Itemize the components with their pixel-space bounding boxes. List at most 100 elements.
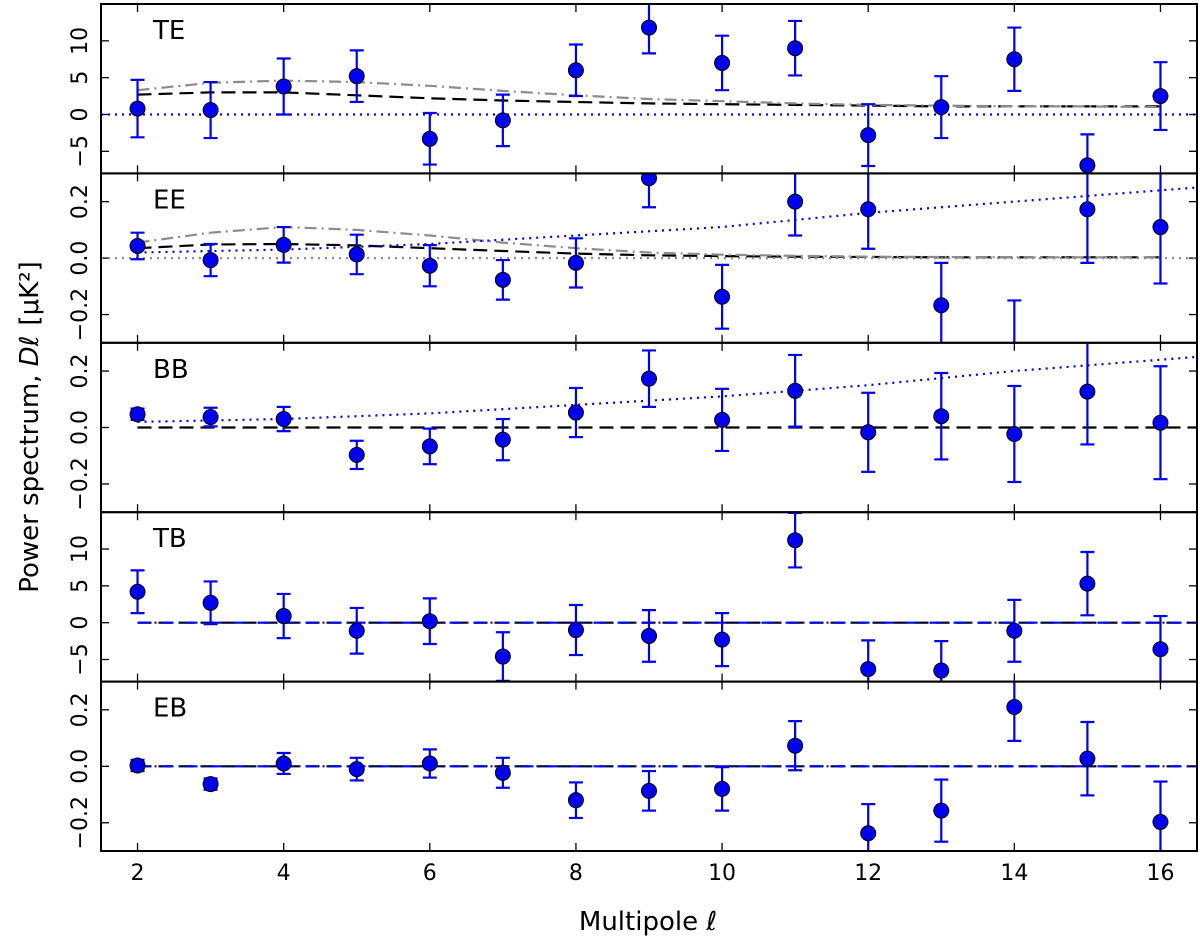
data-points (129, 512, 1169, 682)
panel-frame (100, 680, 1198, 852)
line-alt-model (137, 225, 1161, 259)
data-points (129, 173, 1169, 343)
data-point (202, 594, 219, 611)
data-point (1152, 414, 1169, 431)
data-point (202, 409, 219, 426)
data-point (933, 802, 950, 819)
data-point (1079, 383, 1096, 400)
panel-label: EE (153, 185, 186, 215)
data-point (1079, 201, 1096, 218)
panel-label: TB (152, 524, 187, 554)
data-point (787, 382, 804, 399)
data-point (494, 648, 511, 665)
y-tick-label: 0.0 (68, 241, 93, 276)
data-point (714, 54, 731, 71)
data-point (275, 608, 292, 625)
x-tick-label: 8 (569, 861, 583, 886)
data-point (202, 776, 219, 793)
data-point (641, 173, 657, 187)
y-axis-title-group: Power spectrum, Dℓ [μK²] (15, 261, 45, 593)
data-point (494, 271, 511, 288)
y-tick-label: 0 (68, 107, 93, 121)
data-point (1079, 750, 1096, 767)
x-tick-label: 4 (277, 861, 291, 886)
y-tick-label: 5 (68, 579, 93, 593)
data-point (641, 782, 657, 799)
data-points (129, 681, 1169, 851)
y-axis-title-units: [μK²] (15, 261, 45, 325)
panel-te: −5 0 5 10 TE (68, 3, 1198, 175)
x-tick-label: 6 (423, 861, 437, 886)
data-point (860, 127, 877, 144)
y-tick-label: 5 (68, 71, 93, 85)
data-point (567, 792, 584, 809)
y-tick-label: −5 (68, 643, 93, 675)
data-point (714, 780, 731, 797)
panel-label: EB (153, 694, 187, 724)
data-point (860, 424, 877, 441)
data-point (567, 622, 584, 639)
data-point (129, 406, 146, 423)
data-point (129, 100, 146, 117)
data-point (494, 764, 511, 781)
data-point (494, 431, 511, 448)
data-point (1152, 88, 1169, 105)
data-point (567, 254, 584, 271)
data-point (860, 201, 877, 218)
panel-bb: −0.2 0.0 0.2 BB (68, 341, 1198, 514)
data-point (348, 246, 365, 263)
y-axis-title-symbol: Dℓ (15, 336, 45, 367)
panel-ee: −0.2 0.0 0.2 EE (68, 172, 1198, 344)
data-point (714, 631, 731, 648)
data-point (933, 99, 950, 116)
data-point (641, 19, 657, 36)
data-point (860, 825, 877, 842)
data-point (860, 661, 877, 678)
y-tick-label: −0.2 (68, 796, 93, 849)
y-tick-label: 0.2 (68, 692, 93, 727)
data-point (933, 408, 950, 425)
panel-tb: −5 0 5 10 TB (68, 511, 1198, 683)
data-point (421, 613, 438, 630)
series-lines (137, 355, 1197, 429)
data-point (202, 252, 219, 269)
data-points (129, 4, 1169, 174)
x-axis-title: Multipole ℓ (579, 907, 717, 937)
data-point (202, 102, 219, 119)
y-tick-label: 0 (68, 616, 93, 630)
line-alt-model (137, 79, 1161, 109)
x-tick-label: 2 (131, 861, 145, 886)
data-point (787, 532, 804, 549)
data-point (348, 622, 365, 639)
y-tick-label: −5 (68, 135, 93, 167)
y-tick-label: 0.2 (68, 184, 93, 219)
data-point (421, 438, 438, 455)
data-point (421, 130, 438, 147)
data-point (714, 288, 731, 305)
data-point (1006, 622, 1023, 639)
data-point (275, 755, 292, 772)
data-point (567, 404, 584, 421)
data-point (567, 62, 584, 79)
y-tick-label: −0.2 (68, 457, 93, 510)
y-tick-label: 10 (68, 27, 93, 55)
data-point (421, 257, 438, 274)
data-point (348, 446, 365, 463)
data-point (275, 78, 292, 95)
data-point (787, 737, 804, 754)
data-point (421, 755, 438, 772)
x-tick-label: 16 (1146, 861, 1174, 886)
panel-eb: −0.2 0.0 0.2 2 4 6 8 10 12 14 16 EB (68, 680, 1198, 886)
y-tick-label: 0.0 (68, 749, 93, 784)
y-tick-label: 0.2 (68, 354, 93, 389)
data-point (641, 370, 657, 387)
data-point (787, 193, 804, 210)
data-point (1079, 575, 1096, 592)
x-tick-label: 14 (1000, 861, 1028, 886)
line-model (137, 242, 1161, 259)
data-point (1079, 157, 1096, 174)
data-point (129, 583, 146, 600)
data-point (1006, 51, 1023, 68)
data-point (1006, 425, 1023, 442)
